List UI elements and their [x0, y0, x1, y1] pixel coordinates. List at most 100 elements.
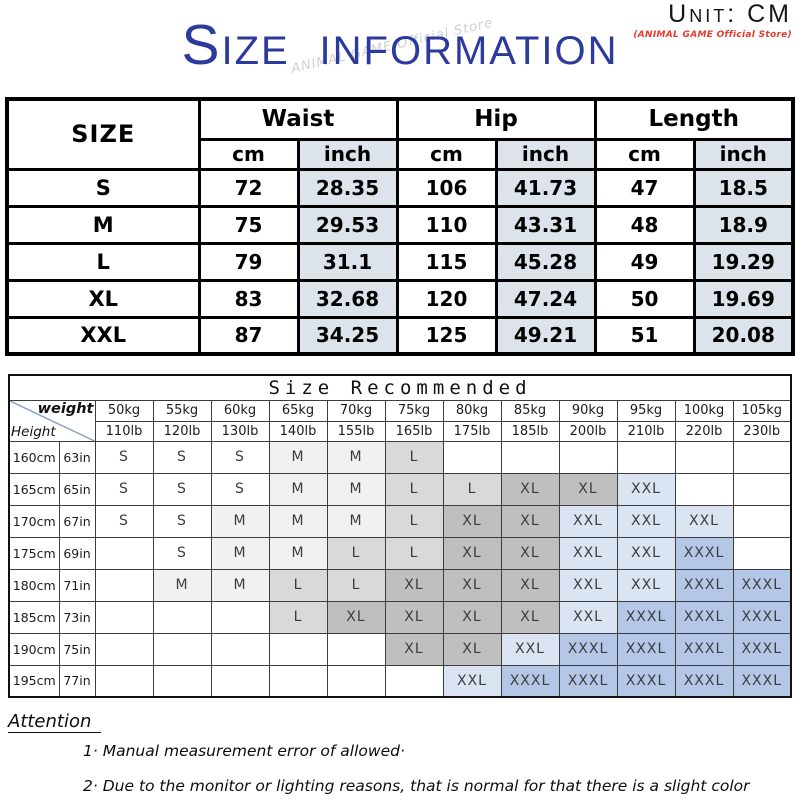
- height-cm-label: 195cm: [8, 664, 60, 698]
- recommend-cell: [152, 664, 212, 698]
- measure-cell: 87: [197, 315, 300, 356]
- recommend-cell: XL: [500, 504, 560, 538]
- recommend-cell: XXL: [558, 600, 618, 634]
- recommend-cell: XXL: [616, 472, 676, 506]
- measure-cell: 75: [197, 204, 300, 245]
- measure-cell: 45.28: [494, 241, 597, 282]
- attention-title: Attention: [8, 711, 102, 733]
- recommend-cell: [210, 632, 270, 666]
- recommend-cell: L: [384, 472, 444, 506]
- height-row: 185cm 73in L XL XL XL XL XXL XXXL XXXL XXXL: [8, 600, 792, 634]
- recommend-cell: [326, 632, 386, 666]
- size-column-header: SIZE: [5, 97, 201, 171]
- measure-cell: 41.73: [494, 167, 597, 208]
- height-cm-label: 170cm: [8, 504, 60, 538]
- measure-cell: 83: [197, 278, 300, 319]
- recommend-cell: M: [268, 440, 328, 474]
- recommend-cell: XL: [442, 504, 502, 538]
- attention-items: 1· Manual measurement error of allowed· 2…: [83, 739, 773, 800]
- recommend-cell: XXL: [616, 504, 676, 538]
- recommend-cell: XXXL: [616, 632, 676, 666]
- recommend-cell: [268, 632, 328, 666]
- recommend-cell: [152, 632, 212, 666]
- recommend-cell: XXXL: [732, 600, 792, 634]
- weight-kg-header: 100kg: [674, 399, 734, 422]
- height-in-label: 77in: [58, 664, 96, 698]
- weight-lb-header: 130lb: [210, 420, 270, 442]
- size-measurements-table: SIZE Waist Hip Length cm inch cm inch cm inch S 72 2…: [5, 97, 795, 356]
- measure-cell: 18.5: [692, 167, 795, 208]
- recommend-cell: L: [384, 504, 444, 538]
- unit-header: inch: [296, 137, 399, 171]
- size-row: XL 83 32.68 120 47.24 50 19.69: [5, 278, 795, 319]
- height-cm-label: 175cm: [8, 536, 60, 570]
- height-in-label: 75in: [58, 632, 96, 666]
- height-row: 170cm 67in S S M M M L XL XL XXL XXL XXL: [8, 504, 792, 538]
- recommend-cell: XL: [326, 600, 386, 634]
- unit-label: Unit: CM: [668, 0, 792, 28]
- weight-kg-header: 75kg: [384, 399, 444, 422]
- size-label: L: [5, 241, 201, 282]
- unit-header: cm: [197, 137, 300, 171]
- weight-kg-header: 80kg: [442, 399, 502, 422]
- recommend-cell: XXXL: [500, 664, 560, 698]
- recommend-cell: XXXL: [674, 632, 734, 666]
- height-row: 190cm 75in XL XL XXL XXXL XXXL XXXL XXXL: [8, 632, 792, 666]
- weight-kg-header: 70kg: [326, 399, 386, 422]
- measure-cell: 20.08: [692, 315, 795, 356]
- height-row: 195cm 77in XXL XXXL XXXL XXXL XXXL XXXL: [8, 664, 792, 698]
- weight-kg-header: 60kg: [210, 399, 270, 422]
- weight-kg-header: 105kg: [732, 399, 792, 422]
- weight-lb-header: 120lb: [152, 420, 212, 442]
- measure-cell: 51: [593, 315, 696, 356]
- size-label: XL: [5, 278, 201, 319]
- size-row: XXL 87 34.25 125 49.21 51 20.08: [5, 315, 795, 356]
- unit-header: inch: [692, 137, 795, 171]
- weight-axis-label: weight: [37, 400, 94, 417]
- recommend-cell: S: [152, 504, 212, 538]
- recommend-cell: XL: [384, 568, 444, 602]
- weight-lb-header: 165lb: [384, 420, 444, 442]
- rec-table-title: Size Recommended: [8, 374, 792, 401]
- recommend-cell: S: [152, 536, 212, 570]
- height-in-label: 71in: [58, 568, 96, 602]
- recommend-cell: [384, 664, 444, 698]
- recommend-cell: XL: [500, 472, 560, 506]
- rec-title-row: Size Recommended: [8, 374, 792, 401]
- recommend-cell: XXXL: [674, 536, 734, 570]
- recommend-cell: M: [268, 536, 328, 570]
- recommend-cell: M: [152, 568, 212, 602]
- size-label: M: [5, 204, 201, 245]
- measure-cell: 120: [395, 278, 498, 319]
- recommend-cell: XL: [500, 568, 560, 602]
- weight-lb-header: 185lb: [500, 420, 560, 442]
- size-row: L 79 31.1 115 45.28 49 19.29: [5, 241, 795, 282]
- height-cm-label: 180cm: [8, 568, 60, 602]
- height-cm-label: 160cm: [8, 440, 60, 474]
- size-label: XXL: [5, 315, 201, 356]
- recommend-cell: XXL: [558, 504, 618, 538]
- measure-cell: 34.25: [296, 315, 399, 356]
- recommend-cell: [94, 600, 154, 634]
- recommend-cell: [732, 536, 792, 570]
- unit-block: Unit: CM (ANIMAL GAME Official Store): [633, 0, 792, 40]
- recommend-cell: XXXL: [674, 600, 734, 634]
- attention-item: 1· Manual measurement error of allowed·: [83, 742, 405, 760]
- recommend-cell: [268, 664, 328, 698]
- page-title: Size information: [181, 13, 619, 77]
- weight-kg-header: 50kg: [94, 399, 154, 422]
- recommend-cell: [152, 600, 212, 634]
- recommend-cell: M: [326, 440, 386, 474]
- weight-height-corner: weight Height: [8, 399, 96, 442]
- recommend-cell: XL: [500, 600, 560, 634]
- recommend-cell: XXXL: [558, 632, 618, 666]
- unit-header-row: cm inch cm inch cm inch: [7, 137, 795, 171]
- measure-cell: 49.21: [494, 315, 597, 356]
- recommend-cell: [94, 536, 154, 570]
- height-in-label: 73in: [58, 600, 96, 634]
- measure-cell: 49: [593, 241, 696, 282]
- size-label: S: [5, 167, 201, 208]
- weight-kg-header: 95kg: [616, 399, 676, 422]
- recommend-cell: S: [94, 504, 154, 538]
